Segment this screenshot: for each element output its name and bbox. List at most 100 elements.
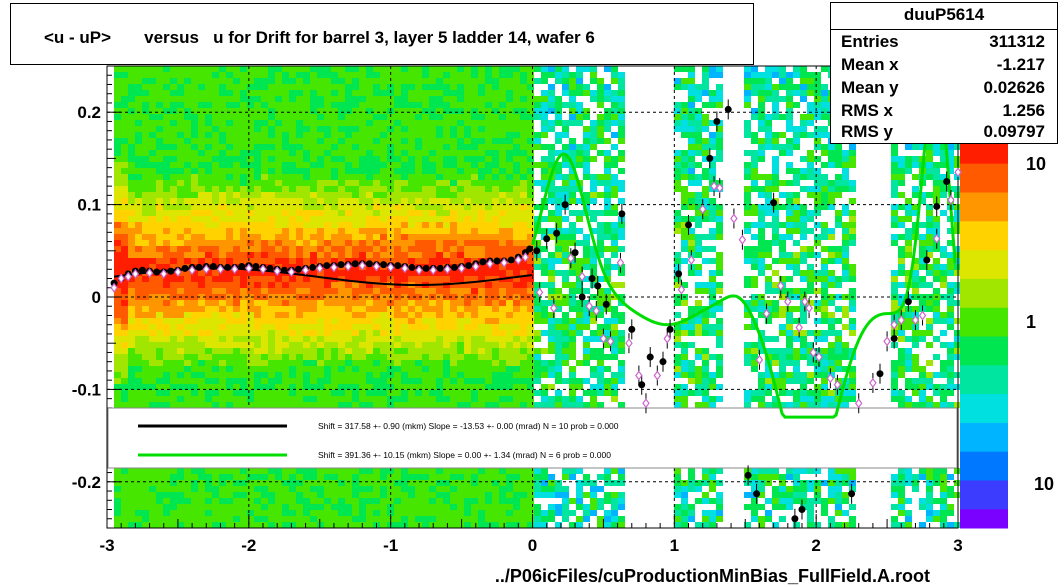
heat-cell [135,492,142,498]
heat-cell [499,504,506,510]
heat-cell [380,84,387,90]
heat-cell [478,144,485,150]
heat-cell [471,168,478,174]
heat-cell [380,522,387,528]
heat-cell [513,390,520,396]
heat-cell [247,228,254,234]
heat-cell [422,186,429,192]
heat-cell [261,258,268,264]
heat-cell [604,120,611,126]
heat-cell [114,264,121,270]
heat-cell [282,486,289,492]
heat-cell [401,90,408,96]
heat-cell [702,204,709,210]
heat-cell [226,390,233,396]
heat-cell [569,168,576,174]
heat-cell [177,234,184,240]
heat-cell [709,132,716,138]
heat-cell [156,90,163,96]
heat-cell [716,216,723,222]
heat-cell [373,156,380,162]
heat-cell [534,336,541,342]
heat-cell [534,492,541,498]
heat-cell [345,120,352,126]
heat-cell [597,84,604,90]
heat-cell [338,78,345,84]
heat-cell [527,348,534,354]
heat-cell [478,126,485,132]
heat-cell [240,216,247,222]
heat-cell [233,378,240,384]
heat-cell [471,480,478,486]
heat-cell [198,216,205,222]
heat-cell [429,312,436,318]
heat-cell [142,390,149,396]
heat-cell [436,120,443,126]
heat-cell [709,282,716,288]
heat-cell [156,486,163,492]
heat-cell [289,474,296,480]
heat-cell [443,342,450,348]
heat-cell [443,204,450,210]
heat-cell [268,288,275,294]
heat-cell [576,120,583,126]
heat-cell [681,186,688,192]
heat-cell [135,282,142,288]
heat-cell [226,486,233,492]
heat-cell [198,336,205,342]
heat-cell [149,120,156,126]
heat-cell [597,252,604,258]
heat-cell [394,168,401,174]
heat-cell [429,108,436,114]
heat-cell [394,522,401,528]
heat-cell [527,72,534,78]
heat-cell [548,300,555,306]
heat-cell [380,108,387,114]
heat-cell [149,492,156,498]
heat-cell [261,378,268,384]
heat-cell [282,234,289,240]
heat-cell [674,510,681,516]
heat-cell [513,348,520,354]
heat-cell [247,516,254,522]
heat-cell [142,222,149,228]
heat-cell [359,216,366,222]
heat-cell [401,258,408,264]
heat-cell [219,66,226,72]
heat-cell [177,198,184,204]
heat-cell [156,384,163,390]
heat-cell [191,204,198,210]
heat-cell [212,126,219,132]
heat-cell [527,300,534,306]
heat-cell [429,498,436,504]
heat-cell [597,516,604,522]
heat-cell [296,288,303,294]
heat-cell [324,240,331,246]
heat-cell [338,258,345,264]
heat-cell [324,252,331,258]
heat-cell [261,126,268,132]
heat-cell [408,126,415,132]
heat-cell [359,354,366,360]
heat-cell [520,132,527,138]
heat-cell [331,480,338,486]
heat-cell [478,246,485,252]
heat-cell [527,474,534,480]
heat-cell [121,198,128,204]
heat-cell [450,522,457,528]
heat-cell [331,144,338,150]
heat-cell [135,216,142,222]
heat-cell [366,288,373,294]
heat-cell [233,384,240,390]
heat-cell [261,366,268,372]
heat-cell [618,342,625,348]
heat-cell [583,162,590,168]
heat-cell [198,186,205,192]
heat-cell [205,258,212,264]
heat-cell [219,312,226,318]
heat-cell [296,480,303,486]
heat-cell [142,132,149,138]
heat-cell [506,66,513,72]
heat-cell [359,360,366,366]
heat-cell [121,240,128,246]
